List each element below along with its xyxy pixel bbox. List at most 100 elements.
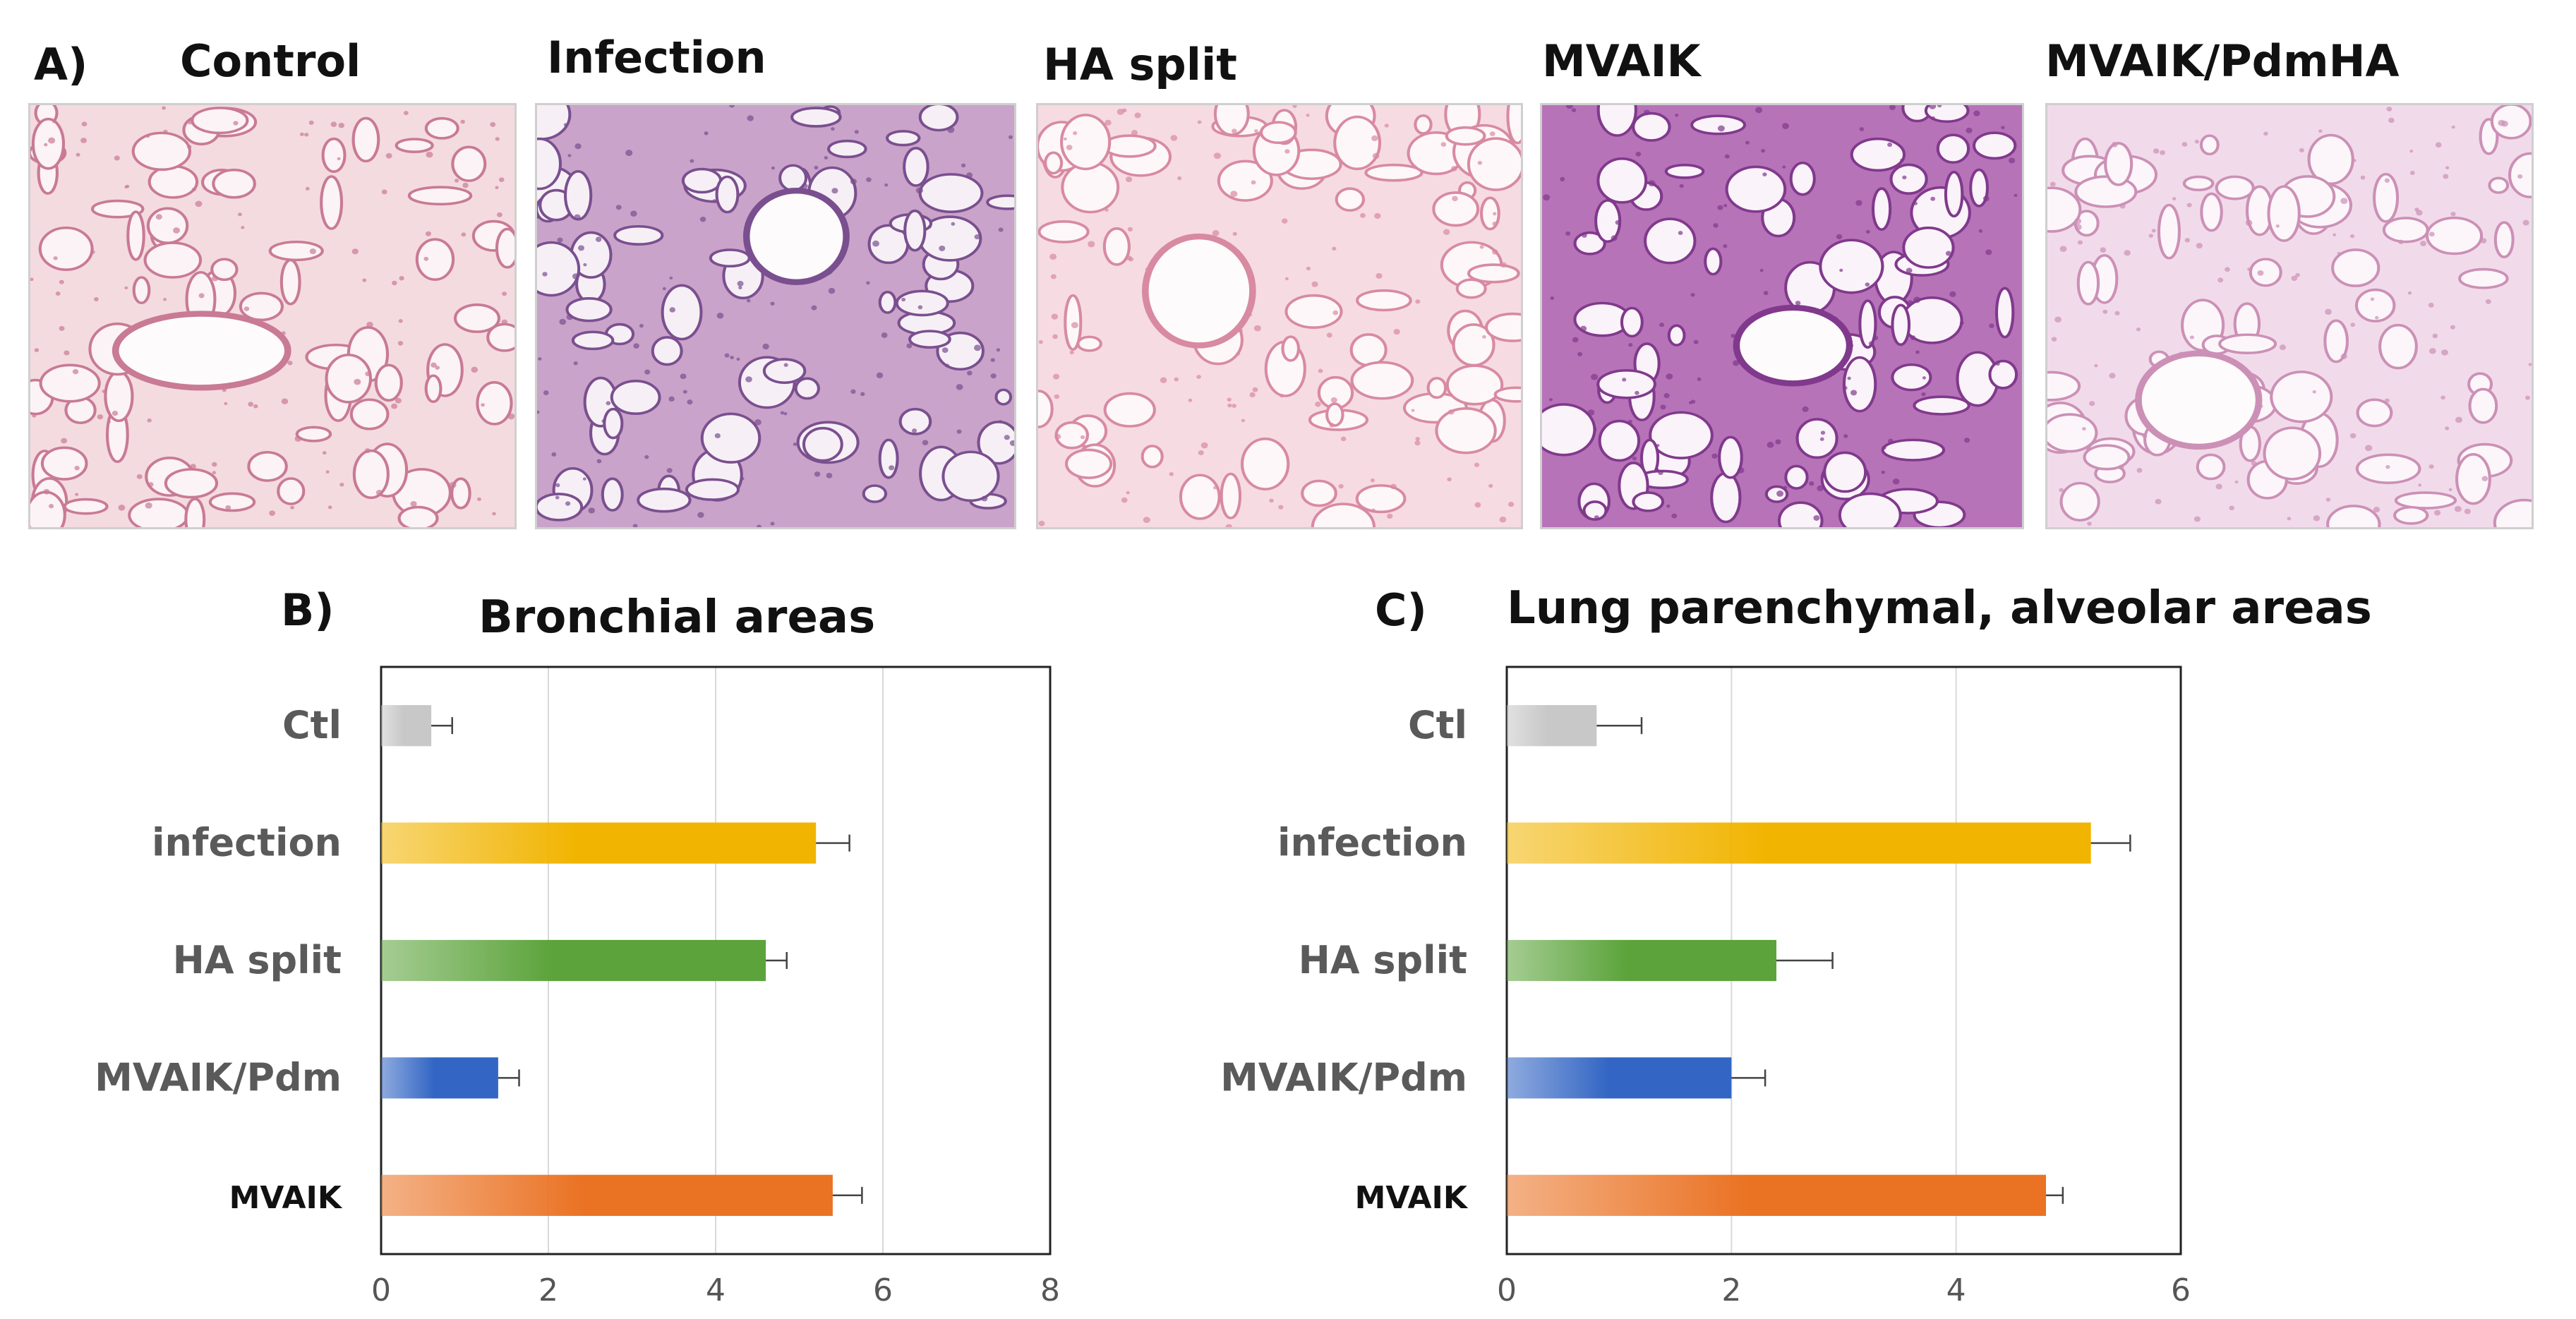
alveolus-space bbox=[878, 438, 899, 479]
cell-nucleus bbox=[2109, 373, 2116, 379]
cell-nucleus bbox=[1393, 329, 1400, 335]
cell-nucleus bbox=[1126, 490, 1130, 495]
cell-nucleus bbox=[1249, 392, 1256, 398]
cell-nucleus bbox=[1443, 229, 1450, 235]
cell-nucleus bbox=[1371, 508, 1376, 512]
cell-nucleus bbox=[1073, 131, 1078, 135]
cell-nucleus bbox=[471, 366, 479, 373]
alveolus-space bbox=[1889, 163, 1928, 195]
alveolus-space bbox=[1060, 114, 1112, 171]
category-label: HA split bbox=[1299, 938, 1467, 982]
cell-nucleus bbox=[1170, 135, 1178, 141]
cell-nucleus bbox=[2440, 349, 2449, 356]
cell-nucleus bbox=[2001, 126, 2005, 130]
alveolus-space bbox=[1179, 474, 1221, 520]
alveolus-space bbox=[1335, 187, 1366, 212]
cell-nucleus bbox=[476, 497, 481, 501]
alveolus-space bbox=[651, 336, 683, 366]
category-label: MVAIK bbox=[1355, 1180, 1469, 1216]
cell-nucleus bbox=[1615, 219, 1621, 225]
cell-nucleus bbox=[1945, 251, 1951, 256]
cell-nucleus bbox=[2082, 427, 2086, 431]
cell-nucleus bbox=[1745, 140, 1750, 145]
cell-nucleus bbox=[449, 481, 457, 488]
cell-nucleus bbox=[1121, 497, 1128, 503]
cell-nucleus bbox=[366, 321, 373, 328]
alveolus-space bbox=[1325, 402, 1344, 427]
cell-nucleus bbox=[2189, 335, 2194, 339]
cell-nucleus bbox=[2522, 219, 2529, 226]
alveolus-space bbox=[30, 490, 66, 527]
cell-nucleus bbox=[1697, 377, 1702, 381]
image-title-control: Control bbox=[180, 35, 361, 87]
cell-nucleus bbox=[1415, 437, 1420, 441]
cell-nucleus bbox=[1565, 231, 1571, 236]
alveolus-space bbox=[1506, 105, 1521, 145]
cell-nucleus bbox=[811, 305, 817, 311]
cell-nucleus bbox=[1213, 486, 1217, 490]
cell-nucleus bbox=[190, 464, 196, 469]
cell-nucleus bbox=[1038, 520, 1045, 526]
cell-nucleus bbox=[1671, 513, 1678, 519]
cell-nucleus bbox=[2119, 203, 2126, 209]
cell-nucleus bbox=[860, 392, 865, 397]
cell-nucleus bbox=[59, 279, 64, 284]
cell-nucleus bbox=[557, 237, 563, 243]
cell-nucleus bbox=[1280, 394, 1284, 398]
cell-nucleus bbox=[1571, 108, 1577, 112]
alveolus-space bbox=[148, 164, 199, 199]
cell-nucleus bbox=[2498, 119, 2505, 126]
cell-nucleus bbox=[2196, 243, 2203, 249]
cell-nucleus bbox=[1448, 409, 1455, 415]
alveolus-space bbox=[1988, 359, 2018, 390]
alveolus-space bbox=[1333, 115, 1382, 171]
cell-nucleus bbox=[2225, 267, 2230, 272]
alveolus-space bbox=[2083, 444, 2131, 471]
cell-nucleus bbox=[537, 410, 540, 414]
alveolus-space bbox=[1838, 492, 1902, 527]
cell-nucleus bbox=[1922, 376, 1926, 380]
cell-nucleus bbox=[1713, 223, 1719, 228]
cell-nucleus bbox=[876, 372, 884, 379]
alveolus-space bbox=[38, 226, 94, 271]
cell-nucleus bbox=[1795, 301, 1801, 306]
alveolus-space bbox=[1819, 239, 1884, 294]
cell-nucleus bbox=[1882, 445, 1886, 450]
alveolus-space bbox=[700, 412, 762, 464]
cell-nucleus bbox=[1723, 204, 1728, 207]
cell-nucleus bbox=[2059, 246, 2067, 252]
image-title-ha-split: HA split bbox=[1043, 39, 1237, 90]
cell-nucleus bbox=[2215, 483, 2222, 490]
cell-nucleus bbox=[1587, 409, 1595, 416]
cell-nucleus bbox=[595, 236, 602, 242]
alveolus-space bbox=[1240, 437, 1290, 490]
cell-nucleus bbox=[48, 137, 56, 144]
histology-image-mvaik-pdmha bbox=[2045, 103, 2534, 529]
cell-nucleus bbox=[1197, 120, 1202, 124]
cell-nucleus bbox=[395, 397, 402, 404]
cell-nucleus bbox=[2279, 344, 2286, 351]
cell-nucleus bbox=[850, 179, 857, 185]
cell-nucleus bbox=[884, 183, 889, 187]
cell-nucleus bbox=[1660, 404, 1666, 410]
cell-nucleus bbox=[1054, 433, 1061, 440]
cell-nucleus bbox=[1492, 221, 1498, 227]
cell-nucleus bbox=[2365, 445, 2373, 452]
cell-nucleus bbox=[248, 402, 254, 407]
alveolus-space bbox=[986, 194, 1014, 210]
alveolus-space bbox=[1217, 159, 1273, 202]
cell-nucleus bbox=[1842, 385, 1848, 390]
alveolus-space bbox=[164, 468, 219, 499]
cell-nucleus bbox=[615, 205, 622, 210]
cell-nucleus bbox=[163, 298, 167, 301]
alveolus-space bbox=[40, 446, 88, 481]
cell-nucleus bbox=[1188, 398, 1193, 402]
cell-nucleus bbox=[555, 495, 560, 500]
cell-nucleus bbox=[2432, 333, 2438, 339]
cell-nucleus bbox=[578, 245, 585, 251]
alveolus-space bbox=[2425, 216, 2484, 255]
cell-nucleus bbox=[998, 227, 1004, 232]
cell-nucleus bbox=[2407, 291, 2412, 295]
cell-nucleus bbox=[2247, 267, 2251, 271]
cell-nucleus bbox=[2077, 240, 2083, 245]
